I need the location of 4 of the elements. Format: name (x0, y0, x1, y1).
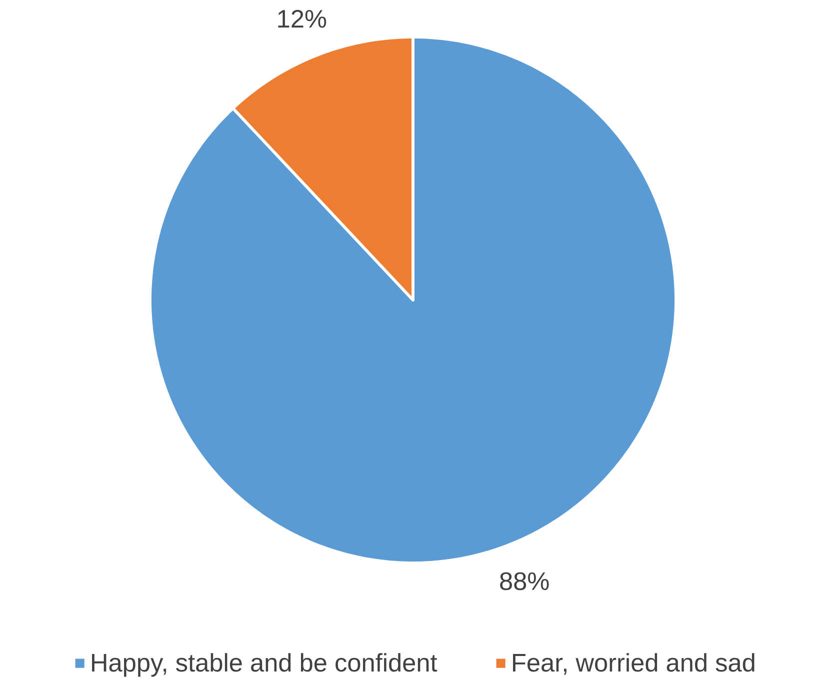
data-label: 88% (500, 572, 549, 590)
legend-label: Fear, worried and sad (513, 653, 754, 675)
data-label: 12% (278, 10, 326, 28)
legend-label: Happy, stable and be confident (92, 653, 438, 677)
